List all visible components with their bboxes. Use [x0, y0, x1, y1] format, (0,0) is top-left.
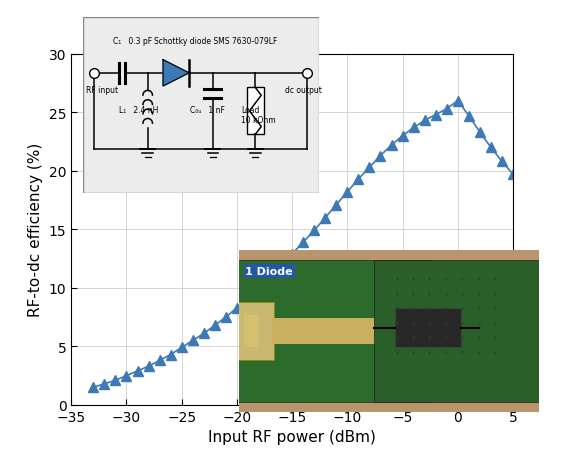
- Text: RF input: RF input: [86, 86, 119, 94]
- Bar: [272, 318, 377, 344]
- FancyBboxPatch shape: [247, 88, 263, 135]
- Text: Load
10 kOhm: Load 10 kOhm: [241, 106, 276, 125]
- Text: 1 Diode: 1 Diode: [245, 267, 293, 276]
- Polygon shape: [163, 61, 189, 87]
- Text: C₁   0.3 pF: C₁ 0.3 pF: [113, 37, 153, 46]
- Bar: [395, 308, 461, 347]
- FancyBboxPatch shape: [83, 18, 319, 193]
- Bar: [238, 302, 274, 360]
- Text: Schottky diode SMS 7630-079LF: Schottky diode SMS 7630-079LF: [154, 37, 277, 46]
- Text: C₀ᵤ   1 nF: C₀ᵤ 1 nF: [190, 106, 225, 115]
- Bar: [238, 260, 433, 402]
- Text: dc output: dc output: [285, 86, 322, 94]
- Bar: [244, 315, 259, 347]
- Y-axis label: RF-to-dc efficiency (%): RF-to-dc efficiency (%): [28, 143, 43, 317]
- Bar: [244, 315, 259, 347]
- X-axis label: Input RF power (dBm): Input RF power (dBm): [208, 430, 376, 444]
- Text: L₁   2.4 nH: L₁ 2.4 nH: [119, 106, 158, 115]
- Bar: [374, 260, 539, 402]
